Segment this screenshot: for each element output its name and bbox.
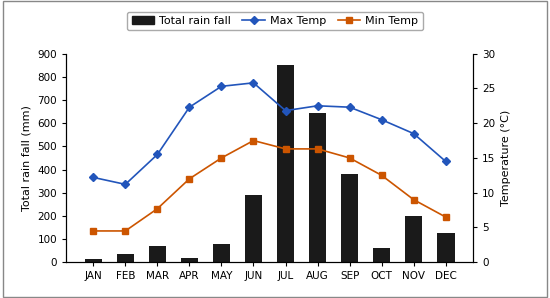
Y-axis label: Temperature (°C): Temperature (°C)	[501, 110, 511, 206]
Bar	[213, 244, 230, 262]
Bar	[245, 195, 262, 262]
Bar	[437, 233, 454, 262]
Y-axis label: Total rain fall (mm): Total rain fall (mm)	[22, 105, 32, 211]
Legend: Total rain fall, Max Temp, Min Temp: Total rain fall, Max Temp, Min Temp	[127, 12, 423, 30]
Bar	[148, 246, 166, 262]
Bar	[277, 65, 294, 262]
Bar	[405, 216, 422, 262]
Bar	[85, 259, 102, 262]
Bar	[117, 254, 134, 262]
Bar	[180, 257, 198, 262]
Bar	[341, 174, 359, 262]
Bar	[309, 113, 326, 262]
Bar	[373, 248, 390, 262]
